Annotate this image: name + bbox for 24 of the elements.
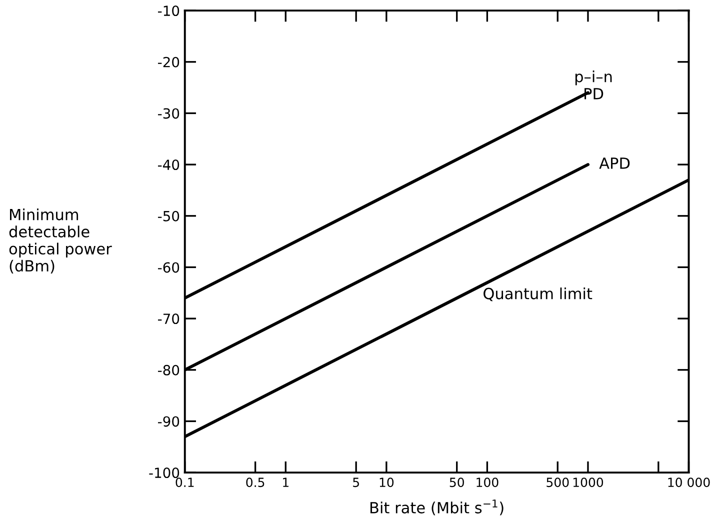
x-tick-label: 0.5	[246, 478, 264, 488]
x-axis-title: Bit rate (Mbit s$^{−1}$)	[370, 500, 504, 516]
x-tick-label: 0.1	[176, 478, 194, 488]
x-tick-label: 1	[283, 478, 288, 487]
y-axis-title: Minimum detectable optical power (dBm)	[9, 208, 112, 274]
x-tick-label: 500	[546, 478, 569, 488]
y-tick-label: -80	[158, 364, 180, 376]
y-tick-label: -50	[158, 210, 180, 222]
x-tick-label: 50	[450, 478, 464, 488]
y-tick-label: -90	[158, 416, 180, 427]
x-tick-label: 1000	[573, 478, 604, 488]
series-label: APD	[599, 158, 630, 169]
y-tick-label: -30	[158, 108, 180, 119]
y-tick-label: -70	[158, 314, 180, 324]
x-tick-label: 10	[380, 478, 394, 488]
y-tick-label: -10	[158, 6, 180, 16]
y-tick-label: -40	[158, 160, 180, 170]
series-label: Quantum limit	[484, 288, 592, 302]
x-tick-label: 100	[476, 478, 498, 488]
y-tick-label: -100	[149, 468, 180, 478]
x-tick-label: 10 000	[668, 478, 710, 488]
y-tick-label: -20	[158, 56, 180, 68]
y-tick-label: -60	[158, 262, 180, 273]
x-tick-label: 5	[353, 478, 359, 488]
